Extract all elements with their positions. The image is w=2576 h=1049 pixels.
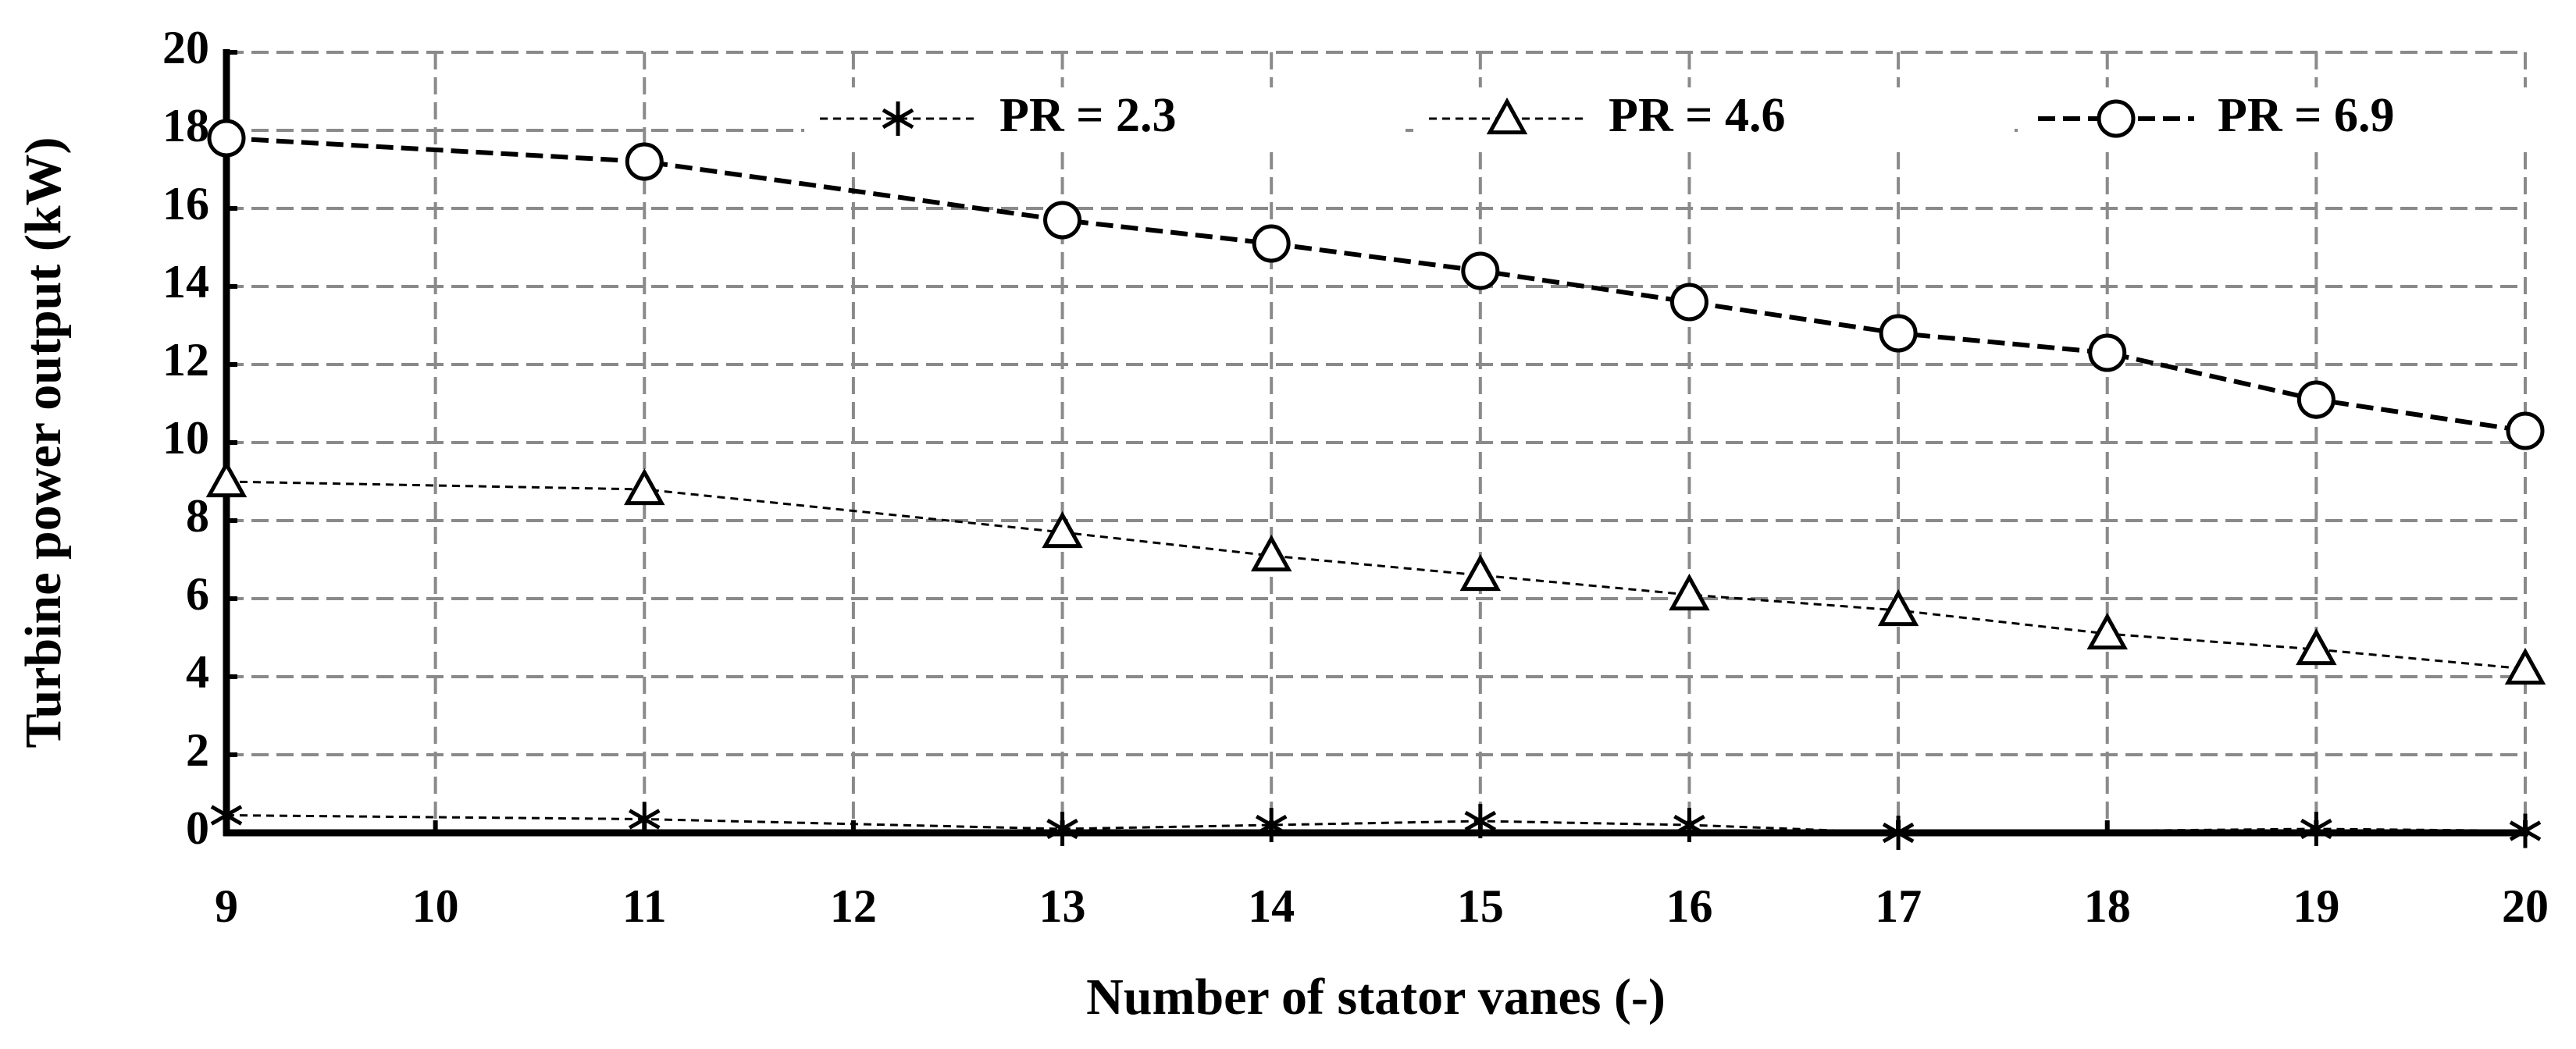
- marker: [1250, 534, 1292, 572]
- marker: [1459, 553, 1502, 592]
- x-tick-label: 9: [215, 880, 238, 932]
- marker: [1879, 314, 1918, 353]
- marker: [1461, 251, 1500, 290]
- marker: [1464, 804, 1497, 838]
- series-line: [226, 480, 2526, 670]
- legend-label: PR = 2.3: [999, 89, 1176, 142]
- x-tick-label: 11: [622, 880, 667, 932]
- marker: [210, 798, 243, 833]
- marker: [1046, 812, 1078, 846]
- x-tick-label: 18: [2084, 880, 2131, 932]
- y-tick-label: 16: [162, 178, 209, 229]
- x-tick-label: 13: [1039, 880, 1086, 932]
- marker: [1669, 573, 1710, 611]
- x-tick-label: 20: [2502, 880, 2549, 932]
- marker: [1673, 808, 1705, 842]
- marker: [2296, 628, 2337, 666]
- x-tick-label: 19: [2293, 880, 2339, 932]
- x-tick-label: 10: [412, 880, 459, 932]
- y-tick-label: 14: [162, 256, 209, 308]
- y-tick-label: 8: [186, 490, 209, 542]
- x-tick-label: 17: [1875, 880, 1922, 932]
- marker: [1877, 589, 1919, 627]
- y-tick-label: 18: [162, 100, 209, 151]
- marker: [625, 142, 664, 181]
- marker: [205, 460, 248, 498]
- marker: [628, 802, 661, 837]
- y-tick-label: 2: [186, 724, 209, 776]
- marker: [2296, 380, 2336, 419]
- marker: [2088, 333, 2127, 372]
- x-tick-label: 15: [1457, 880, 1504, 932]
- marker: [2509, 813, 2542, 848]
- x-tick-label: 16: [1666, 880, 1712, 932]
- y-tick-label: 12: [162, 334, 209, 386]
- marker: [1042, 510, 1083, 549]
- legend-marker: [1486, 97, 1528, 135]
- marker: [1043, 201, 1082, 240]
- marker: [624, 468, 665, 506]
- marker: [207, 119, 246, 158]
- series-line: [226, 136, 2526, 433]
- y-tick-label: 4: [186, 646, 209, 698]
- y-tick-label: 20: [162, 22, 209, 73]
- legend-label: PR = 6.9: [2218, 89, 2394, 142]
- legend-marker: [882, 101, 914, 136]
- marker: [1882, 816, 1915, 850]
- marker: [1255, 808, 1288, 842]
- y-tick-label: 0: [186, 802, 209, 854]
- x-tick-label: 12: [830, 880, 877, 932]
- marker: [2506, 411, 2545, 450]
- x-axis-title: Number of stator vanes (-): [1086, 969, 1666, 1026]
- marker: [2300, 812, 2332, 846]
- legend-marker: [2097, 99, 2136, 138]
- y-axis-title: Turbine power output (kW): [15, 137, 72, 748]
- marker: [1252, 224, 1291, 263]
- y-tick-label: 6: [186, 568, 209, 620]
- y-tick-label: 10: [162, 412, 209, 464]
- legend-label: PR = 4.6: [1609, 89, 1785, 142]
- marker: [1669, 283, 1708, 322]
- x-tick-label: 14: [1248, 880, 1295, 932]
- marker: [2504, 647, 2546, 685]
- marker: [2086, 612, 2128, 650]
